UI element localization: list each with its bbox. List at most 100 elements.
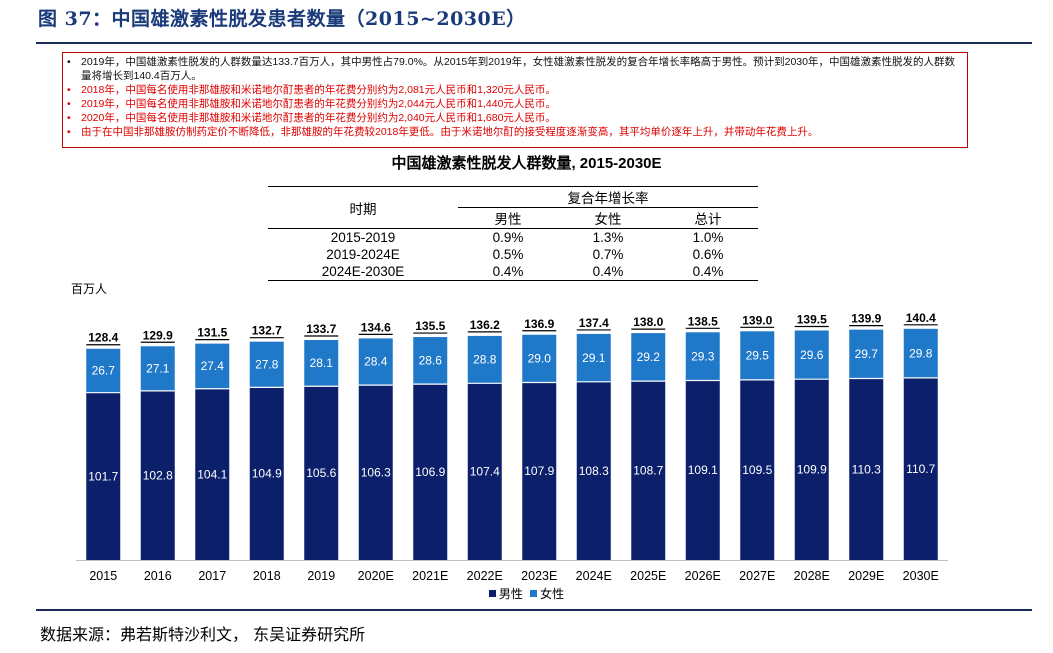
data-label-male: 105.6 (306, 466, 336, 480)
data-label-male: 102.8 (143, 468, 173, 482)
bar-female (522, 334, 557, 383)
bar-female (740, 331, 775, 380)
chart-legend: 男性 女性 (0, 585, 1053, 602)
bullet: • (67, 112, 71, 124)
data-label-male: 109.9 (797, 463, 827, 477)
data-label-female: 29.7 (855, 347, 879, 361)
male-cell: 0.9% (492, 230, 524, 245)
note-item: • 2019年，中国雄激素性脱发的人群数量达133.7百万人，其中男性占79.0%… (67, 55, 963, 83)
x-tick-label: 2023E (521, 569, 557, 583)
legend-swatch-female (530, 590, 538, 597)
legend-label: 女性 (540, 587, 565, 601)
bar-male (304, 386, 339, 560)
data-label-female: 28.1 (310, 356, 334, 370)
data-label-total: 135.5 (415, 319, 445, 333)
bullet: • (67, 126, 71, 138)
bar-female (413, 337, 448, 385)
x-tick-label: 2017 (198, 569, 226, 583)
bar-male (140, 390, 175, 560)
x-tick-label: 2030E (903, 569, 939, 583)
bar-male (86, 392, 121, 560)
bar-female (685, 332, 720, 381)
bullet: • (67, 98, 71, 110)
data-label-male: 104.1 (197, 467, 227, 481)
x-tick-label: 2025E (630, 569, 666, 583)
x-tick-label: 2022E (467, 569, 503, 583)
table-row: 2015-2019 0.9% 1.3% 1.0% (268, 229, 758, 247)
bar-female (631, 333, 666, 382)
data-label-total: 134.6 (361, 320, 391, 334)
cagr-header: 复合年增长率 (567, 191, 649, 206)
data-label-male: 109.1 (688, 463, 718, 477)
bar-female (849, 329, 884, 379)
data-label-total: 137.4 (579, 316, 609, 330)
data-label-female: 27.1 (146, 362, 170, 376)
total-cell: 1.0% (692, 230, 724, 245)
col-header-male: 男性 (494, 212, 522, 227)
data-label-female: 28.4 (364, 355, 388, 369)
data-label-total: 131.5 (197, 326, 227, 340)
total-cell: 0.4% (692, 264, 724, 279)
data-label-total: 138.5 (688, 314, 718, 328)
data-label-total: 139.9 (851, 312, 881, 326)
data-label-female: 29.6 (800, 348, 824, 362)
data-label-female: 28.8 (473, 353, 497, 367)
note-text: 2019年，中国每名使用非那雄胺和米诺地尔酊患者的年花费分别约为2,044元人民… (81, 98, 556, 110)
figure-title: 图 37：中国雄激素性脱发患者数量（2015~2030E） (38, 8, 526, 30)
note-text: 2020年，中国每名使用非那雄胺和米诺地尔酊患者的年花费分别约为2,040元人民… (81, 112, 556, 124)
table-row: 2019-2024E 0.5% 0.7% 0.6% (268, 246, 758, 263)
note-text: 2018年，中国每名使用非那雄胺和米诺地尔酊患者的年花费分别约为2,081元人民… (81, 84, 556, 96)
bar-male (631, 381, 666, 560)
data-label-total: 139.0 (742, 313, 772, 327)
legend-label: 男性 (498, 587, 523, 601)
bar-male (849, 378, 884, 560)
bar-female (358, 338, 393, 386)
top-rule (36, 42, 1032, 44)
data-label-male: 110.3 (852, 462, 881, 476)
bar-female (576, 333, 611, 382)
legend-item-male: 男性 (488, 587, 523, 601)
bar-male (740, 379, 775, 560)
bar-female (86, 348, 121, 393)
notes-box: • 2019年，中国雄激素性脱发的人群数量达133.7百万人，其中男性占79.0%… (62, 52, 968, 148)
table-row: 2024E-2030E 0.4% 0.4% 0.4% (268, 263, 758, 281)
data-label-total: 132.7 (252, 324, 282, 338)
col-header-total: 总计 (694, 212, 722, 227)
note-item: • 2018年，中国每名使用非那雄胺和米诺地尔酊患者的年花费分别约为2,081元人… (67, 83, 963, 97)
growth-rate-table: 时期 复合年增长率 男性 女性 总计 2015-2019 0.9% 1.3% 1… (268, 186, 758, 281)
period-cell: 2015-2019 (330, 230, 396, 245)
data-label-total: 133.7 (306, 322, 336, 336)
note-item: • 由于在中国非那雄胺仿制药定价不断降低，非那雄胺的年花费较2018年更低。由于米… (67, 125, 963, 139)
data-label-female: 29.0 (528, 352, 552, 366)
bar-female (195, 343, 230, 389)
bar-male (903, 377, 938, 560)
female-cell: 0.4% (592, 264, 624, 279)
bar-male (576, 381, 611, 560)
bar-male (794, 379, 829, 560)
data-label-male: 104.9 (252, 467, 282, 481)
data-label-female: 27.8 (255, 358, 279, 372)
y-axis-unit-label: 百万人 (71, 282, 108, 296)
data-label-female: 26.7 (92, 364, 116, 378)
bar-male (249, 387, 284, 560)
bar-male (522, 382, 557, 560)
total-cell: 0.6% (692, 247, 724, 262)
period-cell: 2024E-2030E (321, 264, 405, 279)
chart-title: 中国雄激素性脱发人群数量, 2015-2030E (391, 155, 662, 172)
bar-male (195, 388, 230, 560)
bar-male (358, 385, 393, 560)
note-text: 2019年，中国雄激素性脱发的人群数量达133.7百万人，其中男性占79.0%。… (81, 56, 955, 82)
legend-swatch-male (488, 590, 496, 597)
male-cell: 0.5% (492, 247, 524, 262)
data-label-female: 27.4 (201, 359, 225, 373)
data-label-total: 129.9 (143, 328, 173, 342)
x-tick-label: 2029E (848, 569, 884, 583)
data-label-total: 140.4 (906, 311, 936, 325)
data-label-male: 110.7 (906, 462, 935, 476)
period-header: 时期 (349, 201, 377, 217)
data-label-total: 139.5 (797, 312, 827, 326)
note-item: • 2020年，中国每名使用非那雄胺和米诺地尔酊患者的年花费分别约为2,040元人… (67, 111, 963, 125)
female-cell: 1.3% (592, 230, 624, 245)
data-label-male: 107.9 (524, 464, 554, 478)
